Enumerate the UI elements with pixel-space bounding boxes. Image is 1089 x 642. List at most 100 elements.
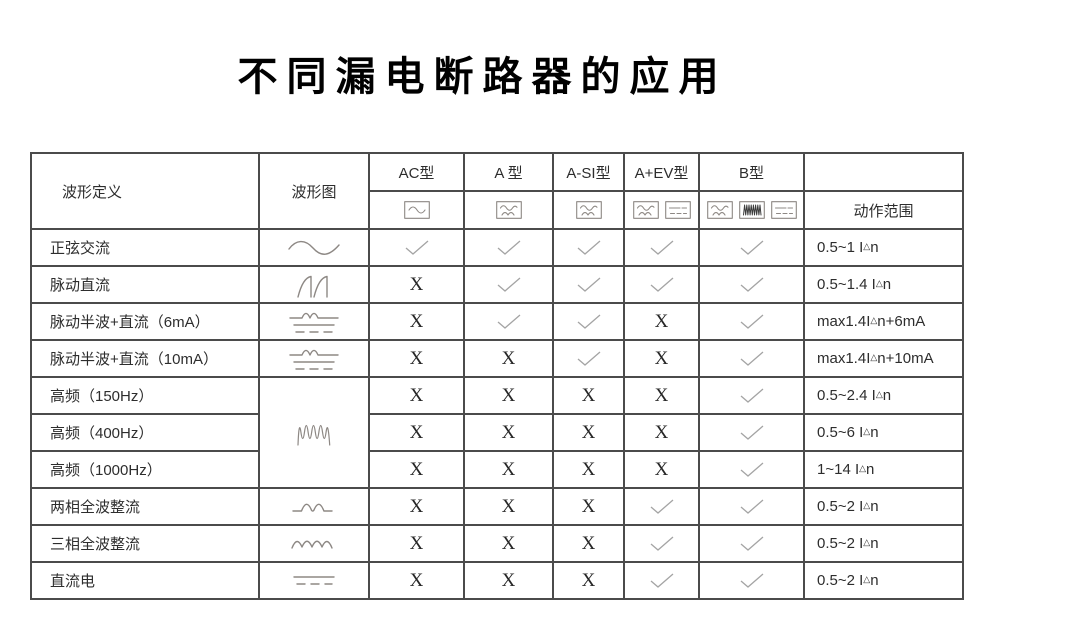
check-icon <box>740 240 763 255</box>
table-row: 高频（150Hz） X X X X 0.5~2.4 I△n <box>30 376 964 489</box>
col-header-waveform-definition: 波形定义 <box>30 152 260 230</box>
delta-symbol: △ <box>875 389 883 399</box>
mark-cell: X <box>368 265 465 304</box>
x-mark: X <box>409 384 424 406</box>
mark-cell: X <box>552 413 625 452</box>
waveform-cell <box>258 339 370 378</box>
check-icon <box>650 536 673 551</box>
x-mark: X <box>654 458 669 480</box>
type-symbols-2 <box>552 190 625 230</box>
check-icon <box>577 277 600 292</box>
check-icon <box>577 351 600 366</box>
mark-cell: X <box>368 450 465 489</box>
pulsating-dc-wave-icon <box>297 275 328 298</box>
table-row: 三相全波整流 X X X 0.5~2 I△n <box>30 524 964 563</box>
x-mark: X <box>501 458 516 480</box>
mark-cell: X <box>623 302 700 341</box>
mark-cell <box>698 487 805 526</box>
waveform-cell <box>258 228 370 267</box>
x-mark: X <box>409 569 424 591</box>
x-mark: X <box>409 310 424 332</box>
halfwave-plus-dc-wave-icon <box>289 312 339 333</box>
x-mark: X <box>409 347 424 369</box>
row-label: 高频（1000Hz） <box>30 450 260 489</box>
waveform-cell <box>258 561 370 600</box>
check-icon <box>740 388 763 403</box>
check-icon <box>740 536 763 551</box>
mark-cell <box>698 228 805 267</box>
check-icon <box>405 240 428 255</box>
x-mark: X <box>501 495 516 517</box>
check-icon <box>740 314 763 329</box>
page-title: 不同漏电断路器的应用 <box>237 53 728 100</box>
x-mark: X <box>501 532 516 554</box>
delta-symbol: △ <box>870 315 878 325</box>
mark-cell <box>698 265 805 304</box>
a-wave-box-icon <box>706 201 733 219</box>
mark-cell: X <box>463 450 554 489</box>
mark-cell: X <box>463 487 554 526</box>
mark-cell <box>698 376 805 415</box>
table-row: 高频（400Hz） X X X X 0.5~6 I△n <box>30 413 964 452</box>
mark-cell <box>623 228 700 267</box>
x-mark: X <box>581 532 596 554</box>
range-cell: max1.4I△n+10mA <box>803 339 964 378</box>
mark-cell: X <box>552 450 625 489</box>
a-wave-box-icon <box>575 201 602 219</box>
col-header-type-2: A-SI型 <box>552 152 625 192</box>
hf-dense-box-icon <box>738 201 765 219</box>
table-row: 直流电 X X X 0.5~2 I△n <box>30 561 964 600</box>
range-cell: 0.5~1 I△n <box>803 228 964 267</box>
x-mark: X <box>581 569 596 591</box>
x-mark: X <box>654 384 669 406</box>
sine-box-icon <box>403 201 430 219</box>
table-header: 波形定义 波形图 AC型 A 型 A-SI型 A+EV型 B型 动作范围 <box>30 152 964 230</box>
mark-cell: X <box>368 302 465 341</box>
check-icon <box>650 499 673 514</box>
check-icon <box>497 240 520 255</box>
mark-cell <box>698 302 805 341</box>
range-cell: max1.4I△n+6mA <box>803 302 964 341</box>
mark-cell: X <box>463 561 554 600</box>
row-label: 脉动半波+直流（6mA） <box>30 302 260 341</box>
a-wave-box-icon <box>632 201 659 219</box>
table-row: 两相全波整流 X X X 0.5~2 I△n <box>30 487 964 526</box>
mark-cell <box>698 561 805 600</box>
mark-cell: X <box>552 487 625 526</box>
mark-cell: X <box>463 376 554 415</box>
check-icon <box>497 314 520 329</box>
mark-cell <box>463 228 554 267</box>
mark-cell <box>623 561 700 600</box>
check-icon <box>577 240 600 255</box>
mark-cell <box>698 524 805 563</box>
delta-symbol: △ <box>863 426 871 436</box>
col-header-type-4: B型 <box>698 152 805 192</box>
x-mark: X <box>654 310 669 332</box>
type-symbols-3 <box>623 190 700 230</box>
waveform-cell <box>258 487 370 526</box>
x-mark: X <box>409 532 424 554</box>
mark-cell: X <box>463 413 554 452</box>
range-cell: 0.5~1.4 I△n <box>803 265 964 304</box>
range-cell: 0.5~2 I△n <box>803 487 964 526</box>
waveform-cell <box>258 302 370 341</box>
check-icon <box>740 351 763 366</box>
range-cell: 1~14 I△n <box>803 450 964 489</box>
mark-cell <box>463 265 554 304</box>
table-row: 正弦交流 0.5~1 I△n <box>30 228 964 267</box>
row-label: 高频（150Hz） <box>30 376 260 415</box>
x-mark: X <box>501 421 516 443</box>
check-icon <box>740 425 763 440</box>
x-mark: X <box>409 495 424 517</box>
a-wave-box-icon <box>495 201 522 219</box>
check-icon <box>740 277 763 292</box>
x-mark: X <box>409 458 424 480</box>
mark-cell: X <box>368 413 465 452</box>
mark-cell <box>368 228 465 267</box>
type-symbols-4 <box>698 190 805 230</box>
row-label: 直流电 <box>30 561 260 600</box>
rccd-application-table: 波形定义 波形图 AC型 A 型 A-SI型 A+EV型 B型 动作范围 正弦交流 0.5~1 … <box>30 152 964 600</box>
check-icon <box>497 277 520 292</box>
